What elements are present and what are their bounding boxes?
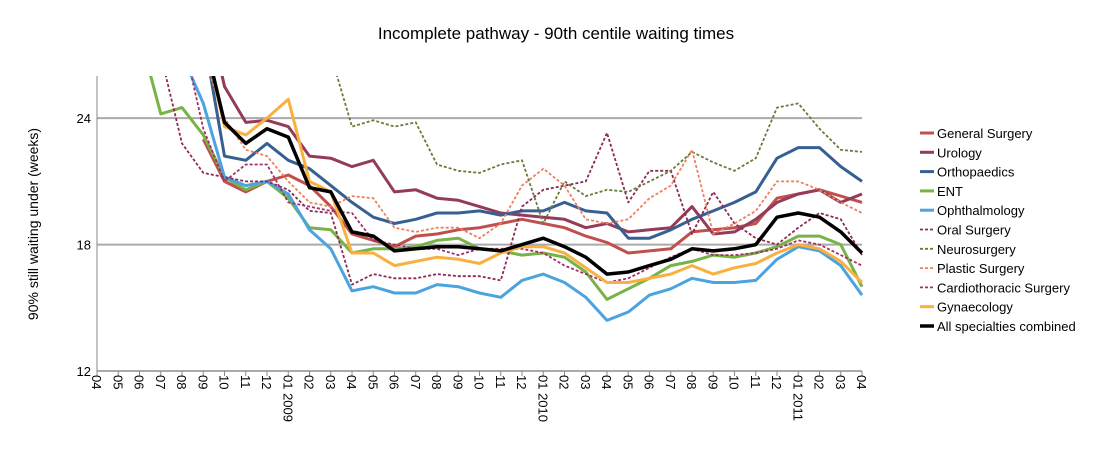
legend-entry: Ophthalmology [920, 203, 1025, 218]
series-line [209, 76, 863, 240]
series-line [190, 76, 863, 284]
series-line [209, 76, 863, 240]
legend-entry: ENT [920, 184, 963, 199]
x-tick-label: 03 [578, 375, 593, 389]
x-tick-label: 09 [450, 375, 465, 389]
x-tick-label: 05 [110, 375, 125, 389]
x-tick-label: 05 [365, 375, 380, 389]
legend-label: General Surgery [937, 126, 1033, 141]
x-tick-label: 12 [259, 375, 274, 389]
legend-label: Orthopaedics [937, 165, 1015, 180]
series-line [211, 76, 864, 284]
x-tick-label: 03 [833, 375, 848, 389]
series-line [149, 76, 864, 301]
plot-area [149, 76, 864, 322]
series-line [220, 76, 863, 236]
legend-entry: Oral Surgery [920, 223, 1011, 238]
legend-label: Oral Surgery [937, 223, 1011, 238]
chart-title: Incomplete pathway - 90th centile waitin… [378, 24, 734, 43]
x-tick-label: 08 [174, 375, 189, 389]
x-tick-label: 10 [727, 375, 742, 389]
x-tick-label: 07 [408, 375, 423, 389]
legend-entry: Urology [920, 145, 982, 160]
x-tick-label: 07 [153, 375, 168, 389]
x-tick-label: 06 [642, 375, 657, 389]
x-tick-label: 04 [344, 375, 359, 389]
x-tick-label: 01 2009 [280, 375, 295, 422]
y-tick-label: 12 [77, 364, 91, 379]
x-tick-label: 10 [472, 375, 487, 389]
legend-label: Cardiothoracic Surgery [937, 280, 1070, 295]
x-tick-label: 09 [195, 375, 210, 389]
x-tick-label: 06 [132, 375, 147, 389]
x-tick-label: 05 [620, 375, 635, 389]
x-tick-label: 12 [769, 375, 784, 389]
x-tick-label: 10 [217, 375, 232, 389]
x-tick-label: 02 [302, 375, 317, 389]
legend-entry: Cardiothoracic Surgery [920, 280, 1070, 295]
x-tick-label: 11 [238, 375, 253, 389]
x-tick-label: 02 [557, 375, 572, 389]
legend-entry: All specialties combined [920, 319, 1076, 334]
legend-entry: Orthopaedics [920, 165, 1015, 180]
legend-label: Urology [937, 145, 982, 160]
x-tick-label: 06 [387, 375, 402, 389]
x-tick-label: 08 [429, 375, 444, 389]
x-tick-label: 03 [323, 375, 338, 389]
x-tick-label: 04 [89, 375, 104, 389]
x-tick-label: 09 [705, 375, 720, 389]
legend-label: Gynaecology [937, 300, 1013, 315]
x-tick-label: 11 [748, 375, 763, 389]
x-tick-label: 08 [684, 375, 699, 389]
x-tick-label: 01 2011 [790, 375, 805, 421]
x-tick-label: 12 [514, 375, 529, 389]
series-line [336, 76, 863, 225]
series-line [164, 76, 863, 286]
x-tick-label: 11 [493, 375, 508, 389]
x-tick-label: 04 [854, 375, 869, 389]
legend-entry: Plastic Surgery [920, 261, 1025, 276]
legend-label: All specialties combined [937, 319, 1076, 334]
legend-label: Ophthalmology [937, 203, 1025, 218]
x-tick-label: 02 [812, 375, 827, 389]
legend-entry: General Surgery [920, 126, 1033, 141]
axes: 12 18 24 04 05 06 07 08 09 10 11 12 01 2009 02 03 04 05 0… [77, 76, 869, 422]
x-tick-label: 01 2010 [535, 375, 550, 422]
series-line [211, 76, 864, 276]
x-tick-label: 04 [599, 375, 614, 389]
x-tick-label: 07 [663, 375, 678, 389]
legend-entry: Gynaecology [920, 300, 1013, 315]
series-line [189, 76, 864, 322]
legend-label: Neurosurgery [937, 242, 1016, 257]
y-axis-label: 90% still waiting under (weeks) [25, 128, 41, 320]
legend-entry: Neurosurgery [920, 242, 1016, 257]
legend-label: ENT [937, 184, 963, 199]
y-tick-label: 24 [77, 111, 91, 126]
legend-label: Plastic Surgery [937, 261, 1025, 276]
y-tick-label: 18 [77, 238, 91, 253]
